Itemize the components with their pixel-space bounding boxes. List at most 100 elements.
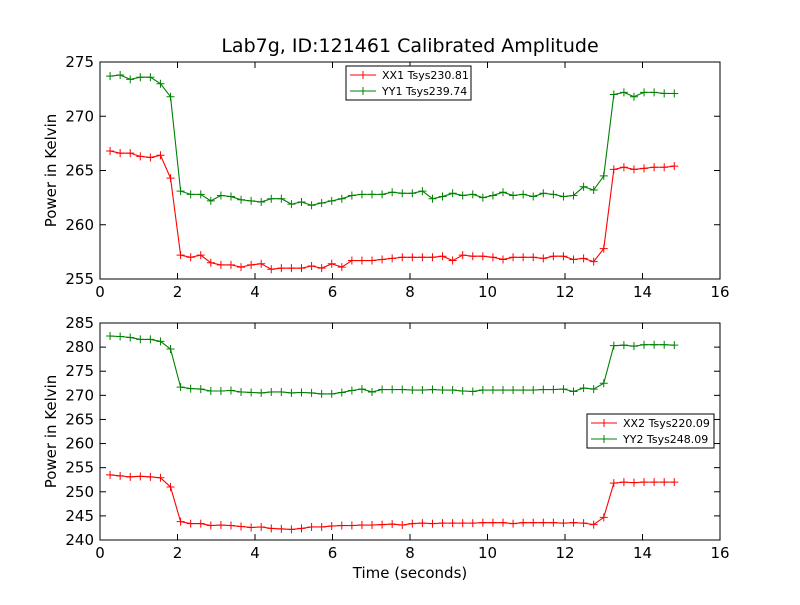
data-point (106, 332, 115, 341)
data-point (347, 521, 356, 530)
data-point (438, 519, 447, 528)
legend-marker (359, 87, 367, 95)
data-point (609, 341, 618, 350)
data-point (468, 387, 477, 396)
x-tick-label: 10 (478, 544, 497, 562)
data-point (599, 171, 608, 180)
data-point (126, 149, 135, 158)
data-point (660, 340, 669, 349)
x-tick-label: 2 (173, 544, 183, 562)
data-point (146, 153, 155, 162)
data-point (539, 189, 548, 198)
data-point (307, 522, 316, 531)
data-point (226, 386, 235, 395)
data-point (368, 521, 377, 530)
data-point (579, 254, 588, 263)
data-point (237, 522, 246, 531)
legend-label: XX2 Tsys220.09 (623, 417, 710, 430)
data-point (660, 478, 669, 487)
data-point (126, 472, 135, 481)
data-point (629, 342, 638, 351)
data-point (257, 522, 266, 531)
data-point (488, 518, 497, 527)
data-point (458, 191, 467, 200)
data-point (640, 164, 649, 173)
data-point (418, 187, 427, 196)
data-point (408, 519, 417, 528)
data-point (579, 384, 588, 393)
chart-panel-1: 0 2 4 6 8 10 12 14 16 255 260 265 270 275 Power in Kel… (42, 53, 730, 301)
data-point (247, 260, 256, 269)
data-point (499, 255, 507, 264)
data-point (136, 335, 145, 344)
x-tick-label: 8 (405, 283, 415, 301)
data-point (287, 388, 296, 397)
y-tick-label: 250 (65, 483, 94, 501)
data-point (327, 259, 336, 268)
data-point (640, 478, 649, 487)
data-point (237, 263, 246, 272)
data-point (670, 89, 679, 98)
data-point (196, 190, 205, 199)
x-tick-label: 0 (95, 283, 105, 301)
data-point (670, 341, 679, 350)
data-point (509, 519, 518, 528)
data-point (206, 386, 215, 395)
legend-label: XX1 Tsys230.81 (382, 69, 469, 82)
data-point (287, 200, 296, 209)
data-point (569, 518, 578, 527)
data-point (378, 520, 387, 529)
data-point (277, 264, 286, 273)
data-point (297, 264, 306, 273)
data-point (307, 261, 316, 270)
data-point (247, 388, 256, 397)
x-tick-label: 0 (95, 544, 105, 562)
data-point (488, 191, 497, 200)
data-point (216, 191, 225, 200)
data-point (146, 73, 155, 82)
data-point (478, 518, 487, 527)
data-point (398, 521, 407, 530)
data-point (408, 386, 417, 395)
y-tick-label: 260 (65, 435, 94, 453)
data-point (156, 473, 165, 482)
data-point (196, 385, 205, 394)
data-point (488, 386, 497, 395)
data-point (196, 519, 205, 528)
data-point (589, 520, 598, 529)
data-point (216, 260, 225, 269)
data-point (579, 182, 588, 191)
data-point (257, 197, 266, 206)
data-point (247, 523, 256, 532)
data-point (176, 187, 185, 196)
legend-box (345, 65, 472, 101)
data-point (599, 513, 608, 522)
data-point (277, 387, 286, 396)
data-point (116, 149, 125, 158)
data-point (488, 253, 497, 262)
series-line-1-1 (109, 150, 675, 270)
data-point (388, 385, 397, 394)
data-point (156, 337, 165, 346)
data-point (277, 194, 286, 203)
data-point (257, 388, 266, 397)
data-point (368, 256, 377, 265)
data-point (368, 190, 377, 199)
data-point (378, 190, 387, 199)
x-tick-label: 8 (405, 544, 415, 562)
data-point (509, 191, 518, 200)
data-point (509, 253, 518, 262)
x-tick-label: 12 (555, 283, 574, 301)
y-axis-label: Power in Kelvin (42, 375, 60, 489)
data-point (156, 151, 165, 160)
data-point (287, 264, 296, 273)
data-point (529, 253, 538, 262)
data-point (509, 386, 518, 395)
data-point (267, 265, 276, 274)
x-tick-label: 4 (250, 283, 260, 301)
data-point (539, 518, 548, 527)
data-point (650, 163, 659, 172)
legend-label: YY2 Tsys248.09 (622, 433, 708, 446)
data-point (569, 255, 578, 264)
data-point (176, 383, 185, 392)
